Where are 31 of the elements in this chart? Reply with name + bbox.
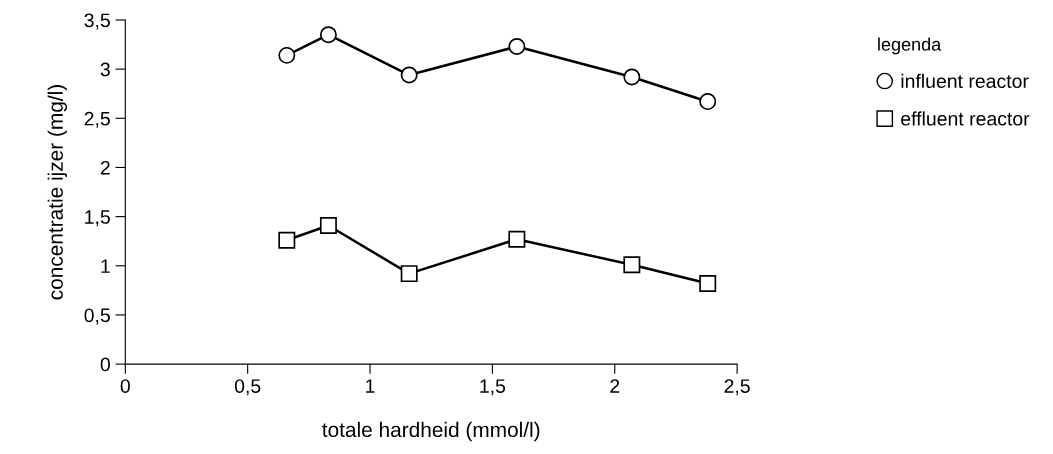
point: [278, 46, 296, 64]
x-tick-label: 1: [366, 379, 375, 393]
point: [508, 38, 526, 55]
y-tick-label: 1: [101, 259, 110, 273]
y-tick-label: 2: [100, 160, 110, 175]
point: [319, 216, 337, 234]
y-tick-label: 1,5: [85, 210, 110, 227]
legend-title: legenda: [878, 37, 942, 55]
point: [400, 265, 418, 283]
point: [278, 231, 296, 249]
legend-label: effluent reactor: [901, 111, 1030, 126]
point: [623, 256, 641, 274]
legend-label: influent reactor: [901, 73, 1029, 89]
x-tick-label: 2: [610, 379, 620, 393]
x-tick-label: 1,5: [480, 379, 506, 396]
y-tick-label: 0: [100, 357, 110, 372]
point: [400, 66, 418, 84]
x-tick-label: 0: [120, 379, 130, 393]
y-tick-label: 0,5: [84, 308, 110, 325]
x-tick-label: 0,5: [234, 379, 261, 396]
x-axis-title: totale hardheid (mmol/l): [322, 421, 540, 442]
point: [508, 230, 526, 248]
x-tick-label: 2,5: [724, 379, 750, 396]
y-tick-label: 3,5: [84, 13, 110, 30]
y-tick-label: 2,5: [84, 111, 110, 128]
point: [319, 26, 337, 44]
point: [699, 275, 717, 292]
point: [623, 68, 641, 86]
point: [699, 93, 717, 111]
y-tick-label: 3: [100, 62, 110, 77]
y-axis-title: concentratie ijzer (mg/l): [47, 85, 68, 300]
